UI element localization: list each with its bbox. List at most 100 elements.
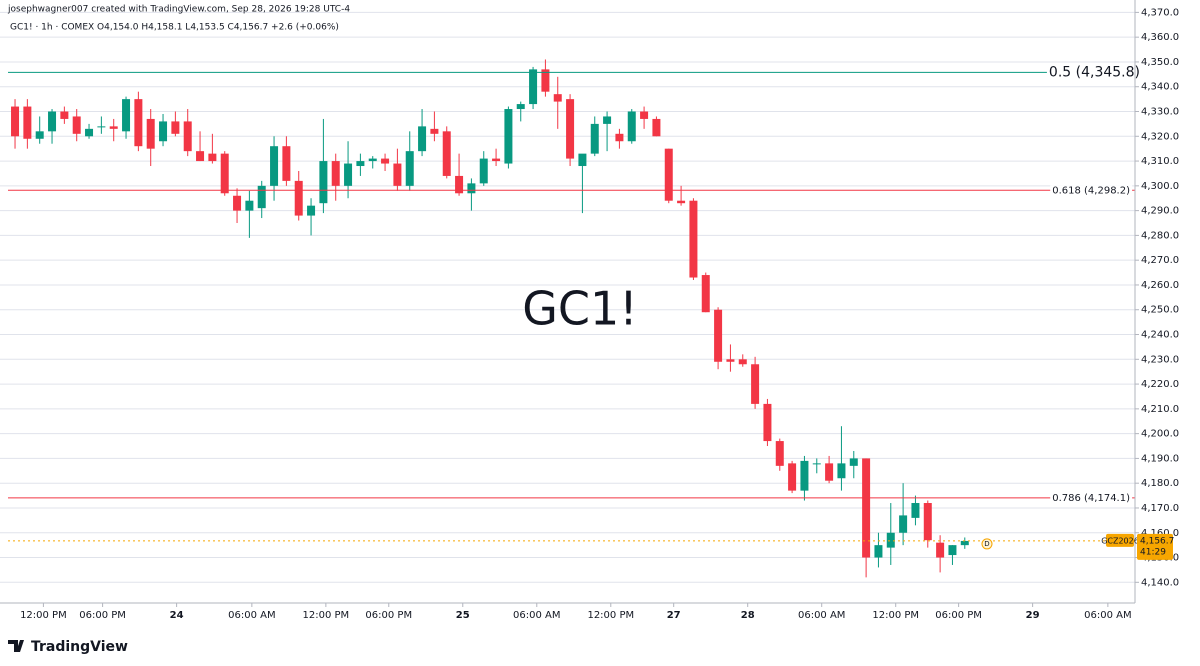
price-label: 4,156.7 [1140,536,1174,546]
y-tick-label: 4,220.0 [1141,379,1179,390]
candle-body [923,503,932,541]
y-tick-label: 4,340.0 [1141,82,1179,93]
symbol-label: GCZ2026 [1101,536,1139,545]
candle-body [220,153,229,194]
candle-body [578,153,587,167]
candle-body [899,515,908,533]
candle-body [85,128,94,137]
candle-body [97,126,106,128]
candle-body [837,463,846,479]
candle-body [652,118,661,137]
candle-body [72,116,81,134]
candle-body [344,163,353,186]
candle-body [356,161,365,167]
y-tick-label: 4,190.0 [1141,453,1179,464]
x-tick-label: 12:00 PM [872,610,919,621]
candle-body [455,175,464,194]
candle-body [825,463,834,481]
candle-body [307,205,316,216]
candle-body [319,161,328,204]
candle-body [479,158,488,184]
y-tick-label: 4,280.0 [1141,230,1179,241]
candle-body [294,180,303,216]
x-tick-label: 12:00 PM [20,610,67,621]
candle-body [183,121,192,152]
candle-body [23,106,32,139]
candle-body [134,99,143,147]
candle-body [467,183,476,194]
candle-body [800,460,809,491]
candle-body [603,116,612,124]
y-tick-label: 4,330.0 [1141,107,1179,118]
candle-body [146,118,155,149]
candle-body [245,200,254,211]
candle-body [208,153,217,162]
candle-body [368,158,377,162]
candle-body [640,111,649,119]
price-box [1137,533,1173,560]
candle-body [677,200,686,204]
candle-body [282,146,291,181]
fib-label-bg [1050,492,1133,504]
x-tick-label: 29 [1026,610,1040,621]
candle-body [492,158,501,162]
candle-body [689,200,698,278]
x-tick-label: 06:00 PM [935,610,982,621]
y-tick-label: 4,170.0 [1141,503,1179,514]
candle-body [738,359,747,365]
y-tick-label: 4,140.0 [1141,577,1179,588]
dividend-marker [981,538,993,550]
candle-body [393,163,402,186]
y-tick-label: 4,350.0 [1141,57,1179,68]
y-tick-label: 4,260.0 [1141,280,1179,291]
candle-body [664,148,673,201]
x-tick-label: 06:00 PM [365,610,412,621]
candle-body [812,463,821,465]
y-tick-label: 4,200.0 [1141,429,1179,440]
y-tick-label: 4,360.0 [1141,32,1179,43]
candle-body [788,463,797,491]
candle-body [233,195,242,211]
x-tick-label: 06:00 AM [1084,610,1131,621]
candle-body [257,185,266,209]
y-tick-label: 4,300.0 [1141,181,1179,192]
candle-body [442,131,451,176]
x-tick-label: 06:00 PM [79,610,126,621]
candle-body [430,128,439,134]
candle-body [196,151,205,162]
candle-body [714,309,723,362]
candle-body [48,111,57,132]
x-tick-label: 12:00 PM [587,610,634,621]
candle-body [35,131,44,139]
y-tick-label: 4,270.0 [1141,255,1179,266]
candle-body [627,111,636,142]
logo: TradingView [8,639,128,655]
candle-body [874,545,883,558]
watermark: GC1! [522,282,637,336]
candle-body [270,146,279,186]
candle-body [960,540,969,546]
grid [0,11,1139,607]
candle-body [553,94,562,102]
y-tick-label: 4,310.0 [1141,156,1179,167]
candle-body [529,69,538,105]
candle-body [566,99,575,159]
fib-label-bg [1046,64,1142,81]
candle-body [516,104,525,110]
created-by: josephwagner007 created with TradingView… [7,5,350,15]
candle-body [171,121,180,134]
candle-body [751,364,760,404]
x-tick-label: 12:00 PM [303,610,350,621]
candle-body [541,69,550,92]
y-tick-label: 4,370.0 [1141,7,1179,18]
x-tick-label: 28 [741,610,755,621]
y-tick-label: 4,320.0 [1141,131,1179,142]
candle-body [775,441,784,466]
x-tick-label: 06:00 AM [513,610,560,621]
candle-body [331,161,340,186]
candle-body [615,133,624,142]
fib-label-bg [1050,185,1133,197]
candle-body [911,503,920,518]
